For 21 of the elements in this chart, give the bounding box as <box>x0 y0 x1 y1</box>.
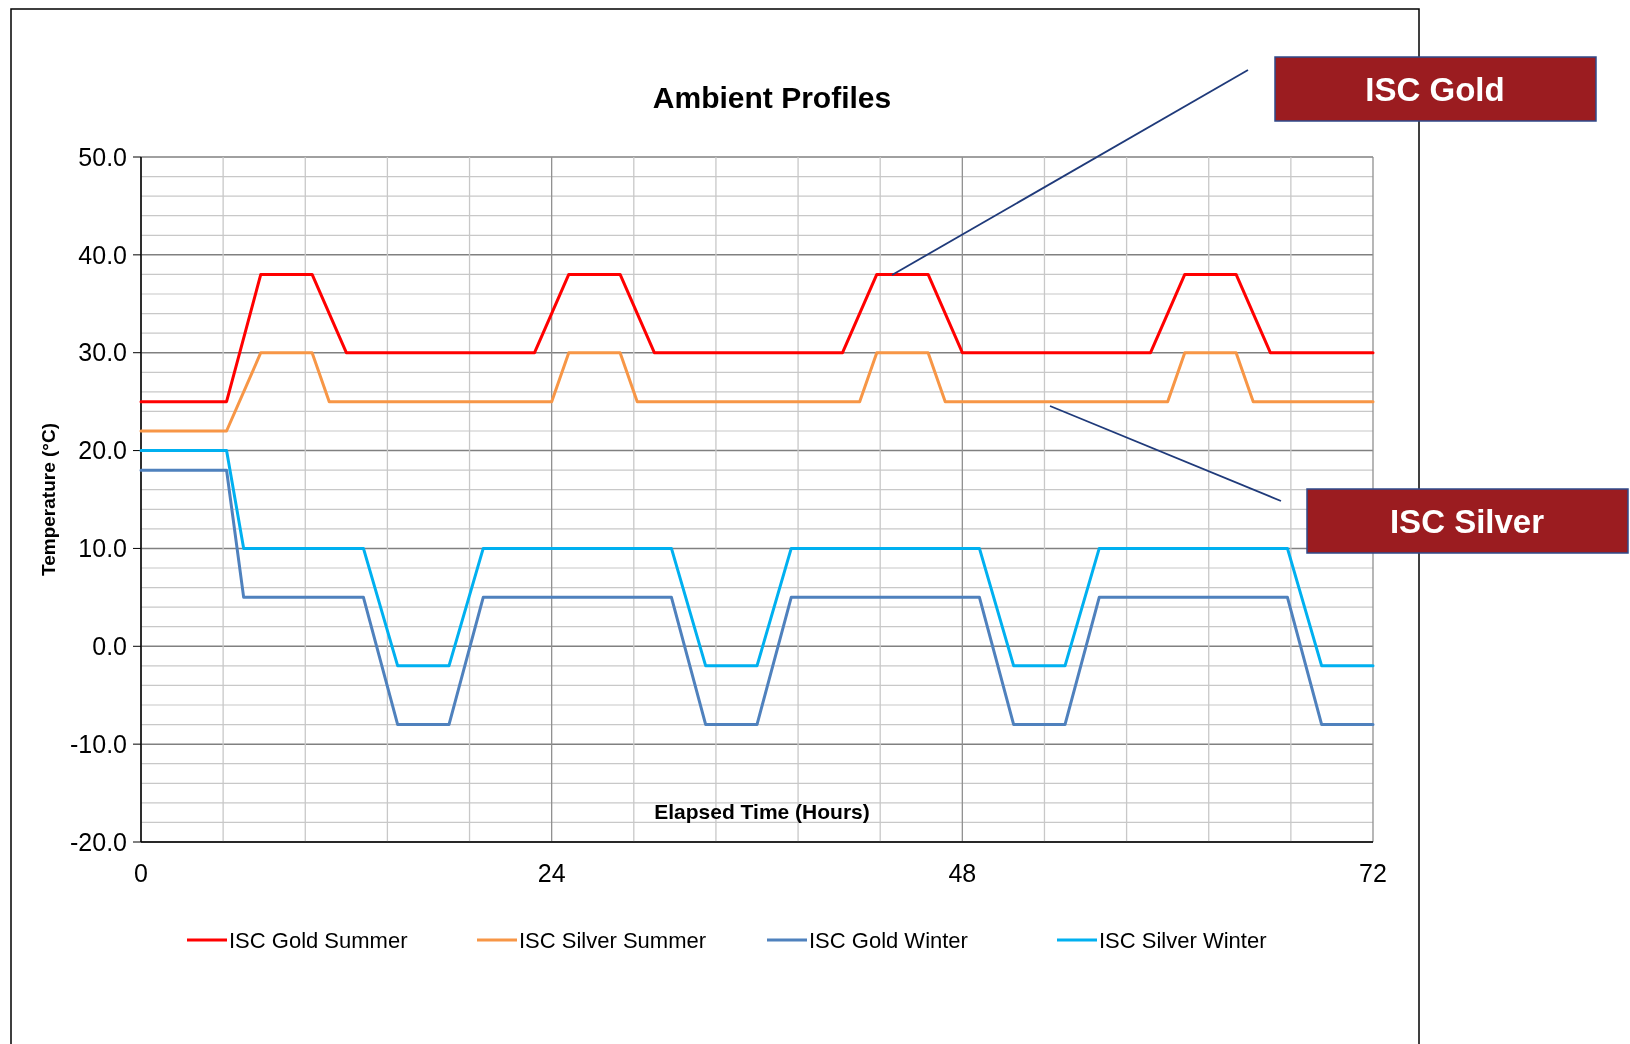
x-tick-label: 24 <box>537 859 566 887</box>
y-axis-title: Temperature (°C) <box>38 423 59 576</box>
y-tick-label: 20.0 <box>78 436 127 465</box>
legend-label: ISC Silver Winter <box>1099 927 1267 953</box>
text: ISC Silver <box>1389 502 1545 540</box>
y-tick-label: 0.0 <box>92 632 127 661</box>
y-tick-label: 40.0 <box>78 240 127 269</box>
y-tick-label: -10.0 <box>70 729 127 758</box>
y-tick-label: 30.0 <box>78 338 127 367</box>
legend-label: ISC Gold Summer <box>229 927 408 953</box>
x-tick-label: 48 <box>948 859 977 887</box>
x-axis-title: Elapsed Time (Hours) <box>654 800 870 823</box>
y-tick-label: -20.0 <box>70 827 127 856</box>
chart-title: Ambient Profiles <box>652 81 892 114</box>
legend-label: ISC Gold Winter <box>809 927 968 953</box>
x-tick-label: 0 <box>134 859 148 887</box>
y-tick-label: 10.0 <box>78 534 127 563</box>
y-tick-label: 50.0 <box>78 142 127 171</box>
text: ISC Gold <box>1365 70 1505 108</box>
x-tick-label: 72 <box>1359 859 1387 887</box>
legend-label: ISC Silver Summer <box>519 927 707 953</box>
